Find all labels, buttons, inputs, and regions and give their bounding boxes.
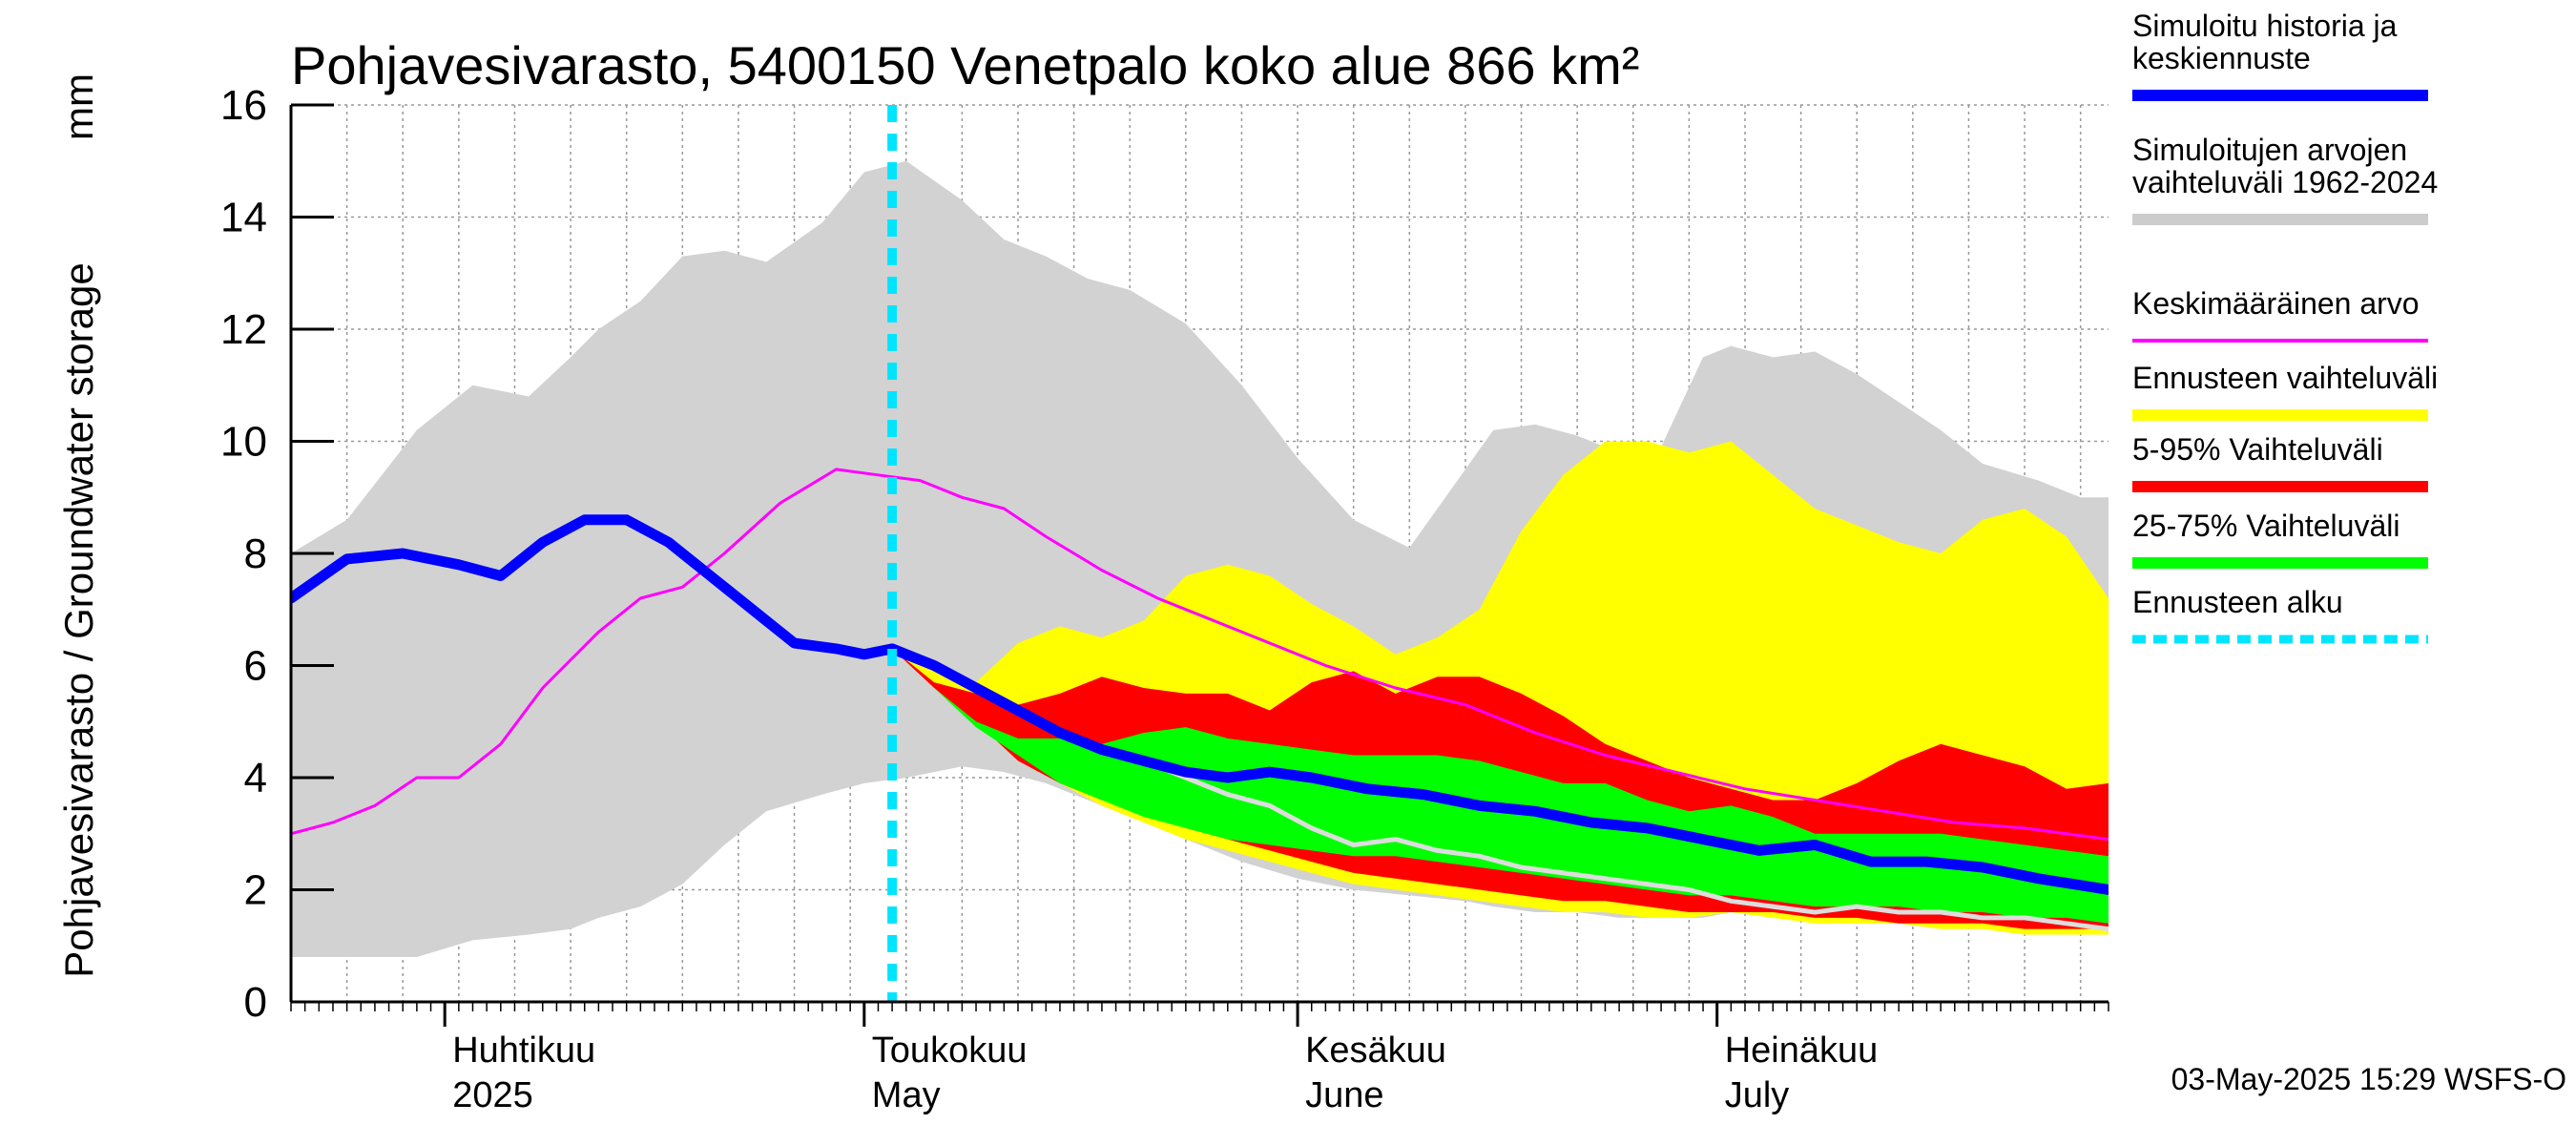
chart-title: Pohjavesivarasto, 5400150 Venetpalo koko… xyxy=(291,35,1639,95)
y-tick-label: 4 xyxy=(244,755,267,802)
legend-label: vaihteluväli 1962-2024 xyxy=(2132,165,2438,199)
legend-entry: 5-95% Vaihteluväli xyxy=(2132,432,2428,492)
month-label-fi: Toukokuu xyxy=(872,1030,1028,1071)
month-label-fi: Kesäkuu xyxy=(1305,1030,1446,1071)
legend-label: keskiennuste xyxy=(2132,41,2311,75)
month-label-en: June xyxy=(1305,1075,1383,1115)
p25-75-band xyxy=(892,648,2109,924)
y-tick-label: 2 xyxy=(244,867,267,914)
y-tick-label: 16 xyxy=(220,82,267,129)
legend-label: 25-75% Vaihteluväli xyxy=(2132,509,2399,543)
y-tick-label: 6 xyxy=(244,643,267,690)
legend-entry: Ennusteen vaihteluväli xyxy=(2132,361,2438,421)
month-label-en: May xyxy=(872,1075,941,1115)
y-tick-label: 14 xyxy=(220,195,267,241)
legend-entry: Ennusteen alku xyxy=(2132,585,2428,644)
y-axis-label: Pohjavesivarasto / Groundwater storage xyxy=(56,262,101,977)
y-tick-label: 10 xyxy=(220,419,267,466)
legend-entry: 25-75% Vaihteluväli xyxy=(2132,509,2428,569)
month-label-fi: Heinäkuu xyxy=(1725,1030,1879,1071)
simulated-median-line xyxy=(291,514,2109,895)
legend-label: Ennusteen alku xyxy=(2132,585,2343,619)
month-label-fi: Huhtikuu xyxy=(452,1030,595,1071)
month-label-en: July xyxy=(1725,1075,1790,1115)
legend-label: Simuloitu historia ja xyxy=(2132,9,2398,43)
y-axis-unit: mm xyxy=(56,73,101,140)
reference-line xyxy=(1141,758,2109,932)
legend-label: Simuloitujen arvojen xyxy=(2132,133,2407,167)
timestamp-footer: 03-May-2025 15:29 WSFS-O xyxy=(2171,1062,2566,1096)
y-tick-label: 8 xyxy=(244,531,267,577)
legend-label: Ennusteen vaihteluväli xyxy=(2132,361,2438,395)
legend-label: Keskimääräinen arvo xyxy=(2132,286,2420,321)
legend-entry: Keskimääräinen arvo xyxy=(2132,286,2428,343)
y-tick-label: 12 xyxy=(220,306,267,353)
y-tick-label: 0 xyxy=(244,979,267,1026)
month-label-en: 2025 xyxy=(452,1075,533,1115)
legend: Simuloitu historia jakeskiennusteSimuloi… xyxy=(2132,9,2438,644)
legend-label: 5-95% Vaihteluväli xyxy=(2132,432,2383,467)
mean-value-line xyxy=(291,468,2109,842)
